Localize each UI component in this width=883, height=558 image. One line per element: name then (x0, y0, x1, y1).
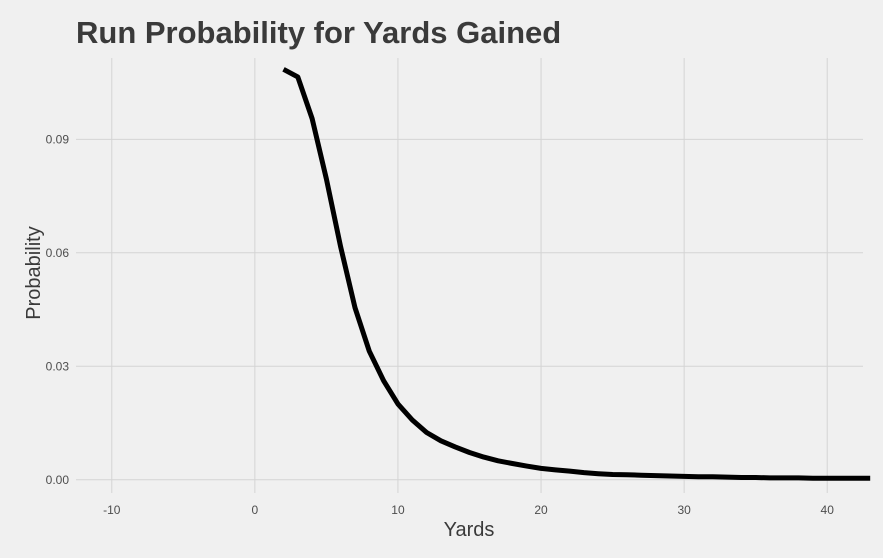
y-tick-label: 0.03 (46, 359, 70, 373)
chart-title: Run Probability for Yards Gained (76, 15, 561, 50)
series-line (282, 67, 871, 481)
x-tick-label: 20 (534, 503, 548, 517)
y-tick-label: 0.06 (46, 246, 70, 260)
x-tick-label: -10 (103, 503, 121, 517)
series-layer (282, 67, 871, 481)
x-tick-label: 10 (391, 503, 405, 517)
y-tick-label: 0.00 (46, 473, 70, 487)
y-axis-label: Probability (23, 226, 45, 319)
x-tick-label: 0 (252, 503, 259, 517)
x-axis-label: Yards (444, 519, 495, 541)
y-tick-labels: 0.00 0.03 0.06 0.09 (46, 132, 70, 486)
x-gridlines (111, 58, 828, 493)
x-tick-labels: -10 0 10 20 30 40 (103, 503, 834, 517)
y-tick-label: 0.09 (46, 132, 70, 146)
x-tick-label: 40 (821, 503, 835, 517)
y-gridlines (76, 138, 863, 481)
x-tick-label: 30 (677, 503, 691, 517)
